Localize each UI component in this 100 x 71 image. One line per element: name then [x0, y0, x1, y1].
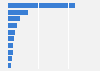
Bar — [8, 23, 17, 28]
Bar — [8, 3, 75, 8]
Bar — [8, 30, 15, 35]
Bar — [8, 50, 13, 55]
Bar — [8, 16, 20, 21]
Bar — [8, 10, 28, 15]
Bar — [8, 36, 14, 41]
Bar — [8, 63, 11, 68]
Bar — [8, 56, 12, 61]
Bar — [8, 43, 13, 48]
